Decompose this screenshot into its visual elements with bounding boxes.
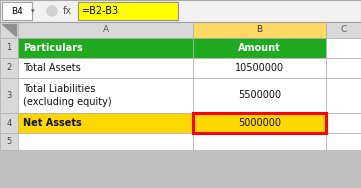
Bar — [326, 38, 361, 58]
Text: 5: 5 — [6, 137, 12, 146]
Text: C: C — [340, 26, 347, 35]
Bar — [193, 38, 326, 58]
Text: 3: 3 — [6, 91, 12, 100]
Bar — [2, 2, 32, 20]
Bar — [193, 58, 326, 78]
Bar — [18, 133, 193, 150]
Bar — [0, 133, 18, 150]
Bar — [193, 113, 326, 133]
Bar — [0, 38, 18, 58]
Bar — [0, 0, 361, 22]
Polygon shape — [2, 24, 16, 36]
Text: 4: 4 — [6, 118, 12, 127]
Text: Total Liabilities: Total Liabilities — [23, 84, 95, 94]
Text: =B2-B3: =B2-B3 — [82, 6, 119, 16]
Bar — [326, 113, 361, 133]
Bar — [326, 78, 361, 113]
Text: Total Assets: Total Assets — [23, 63, 81, 73]
Text: A: A — [103, 26, 109, 35]
Bar — [18, 58, 193, 78]
Text: (excluding equity): (excluding equity) — [23, 97, 112, 107]
Text: B: B — [256, 26, 262, 35]
Bar — [18, 113, 193, 133]
Text: ▾: ▾ — [31, 8, 35, 14]
Bar — [326, 133, 361, 150]
Text: B4: B4 — [11, 7, 23, 15]
Text: 2: 2 — [6, 64, 12, 73]
Text: Amount: Amount — [238, 43, 281, 53]
Text: 5000000: 5000000 — [238, 118, 281, 128]
Bar — [193, 133, 326, 150]
Bar — [0, 150, 361, 188]
Text: fx: fx — [63, 6, 72, 16]
Bar — [193, 22, 326, 38]
Bar — [0, 22, 18, 38]
Bar — [18, 22, 193, 38]
Text: 1: 1 — [6, 43, 12, 52]
Bar — [193, 78, 326, 113]
Text: 10500000: 10500000 — [235, 63, 284, 73]
Bar — [18, 78, 193, 113]
Text: 5500000: 5500000 — [238, 90, 281, 101]
Text: Net Assets: Net Assets — [23, 118, 82, 128]
Bar — [326, 58, 361, 78]
Bar — [18, 38, 193, 58]
Bar — [0, 78, 18, 113]
Bar — [326, 22, 361, 38]
Circle shape — [47, 6, 57, 16]
Bar — [0, 113, 18, 133]
Bar — [0, 58, 18, 78]
Text: Particulars: Particulars — [23, 43, 83, 53]
Bar — [78, 2, 178, 20]
Bar — [193, 113, 326, 133]
